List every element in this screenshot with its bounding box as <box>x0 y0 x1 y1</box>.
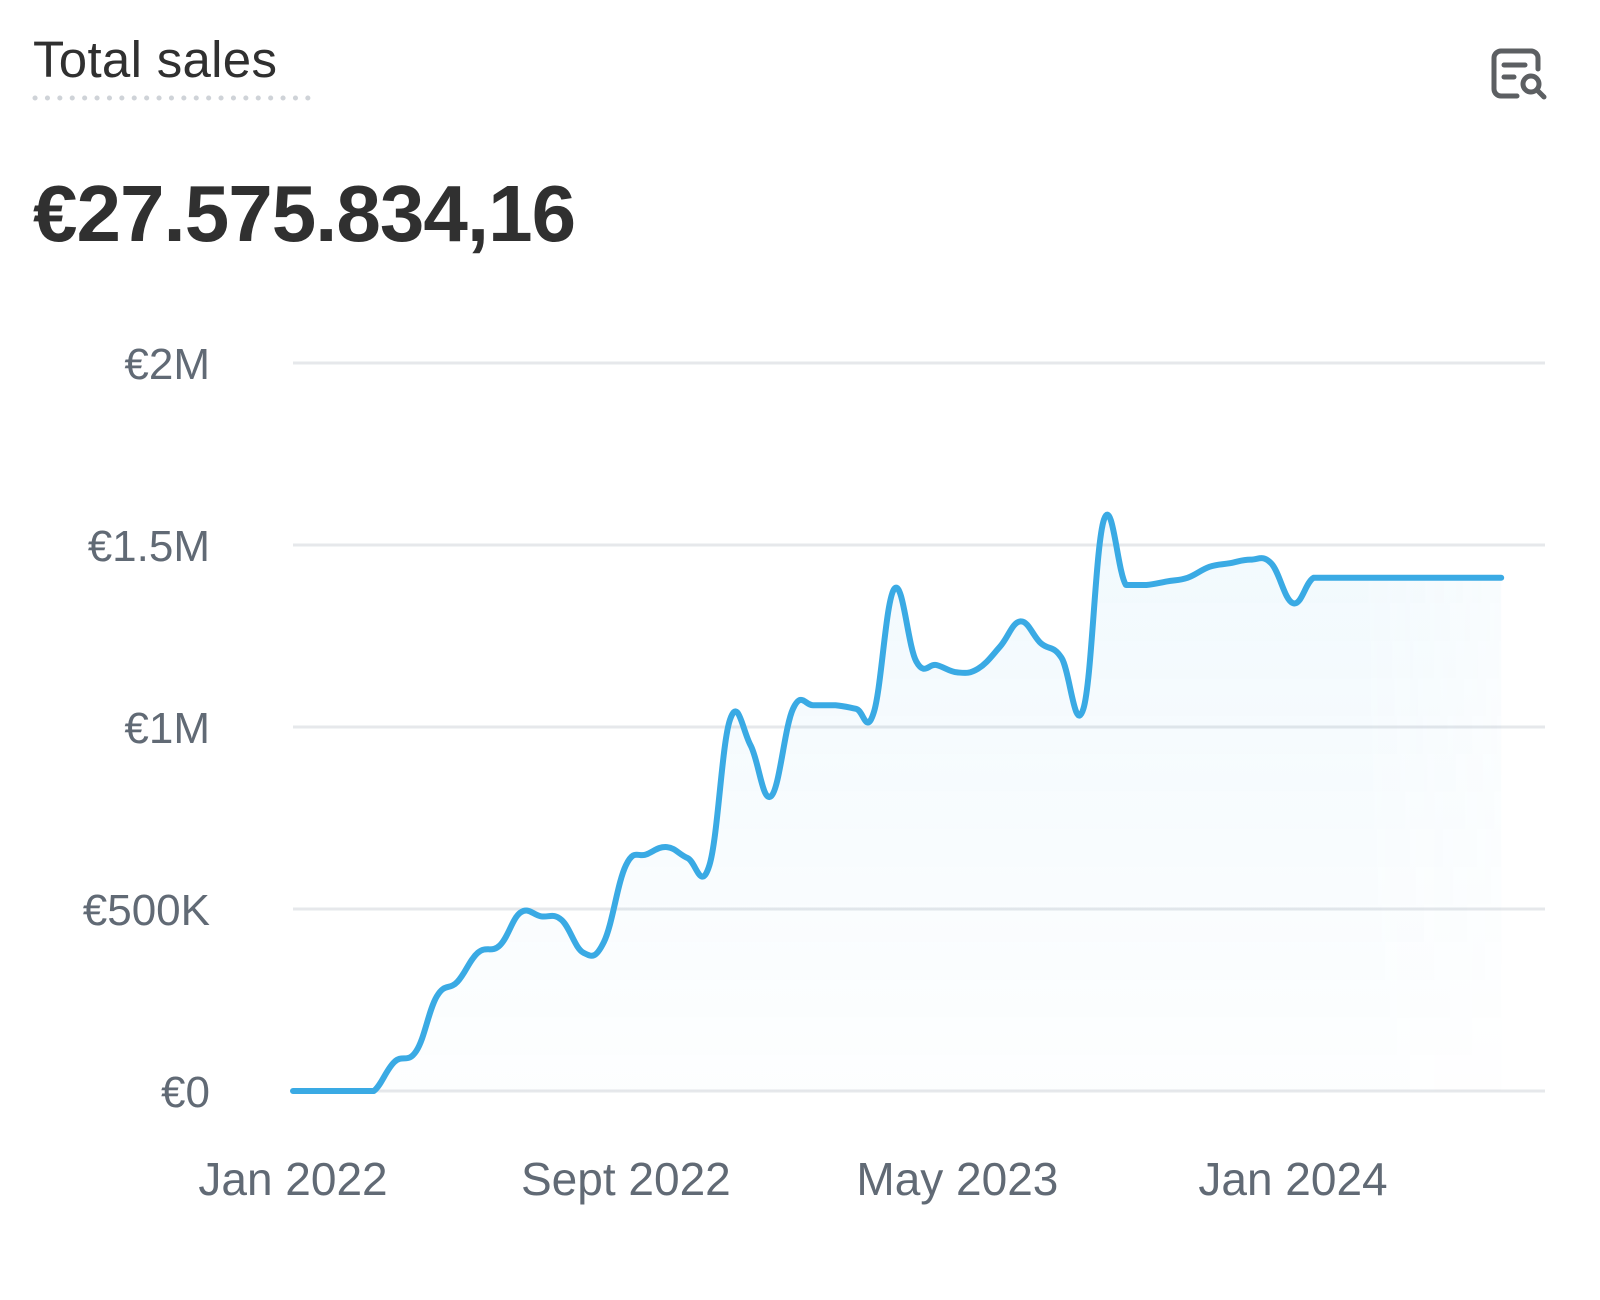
y-tick-label: €0 <box>161 1068 210 1117</box>
data-point[interactable] <box>931 659 943 671</box>
data-point[interactable] <box>1350 572 1362 584</box>
data-point[interactable] <box>910 655 922 667</box>
data-point[interactable] <box>703 859 715 871</box>
x-tick-label: May 2023 <box>856 1153 1058 1205</box>
data-point[interactable] <box>1077 703 1089 715</box>
data-point[interactable] <box>1203 561 1215 573</box>
data-point[interactable] <box>1473 572 1485 584</box>
data-point[interactable] <box>1224 557 1236 569</box>
data-point[interactable] <box>368 1085 380 1097</box>
total-sales-value: €27.575.834,16 <box>33 169 576 258</box>
data-point[interactable] <box>1412 572 1424 584</box>
data-point[interactable] <box>1432 572 1444 584</box>
data-point[interactable] <box>1308 572 1320 584</box>
data-point[interactable] <box>431 990 443 1002</box>
y-tick-label: €1.5M <box>88 522 210 571</box>
data-point[interactable] <box>1265 557 1277 569</box>
data-point[interactable] <box>1287 597 1299 609</box>
data-point[interactable] <box>1120 579 1132 591</box>
data-point[interactable] <box>1245 554 1257 566</box>
sales-area-fill <box>293 514 1502 1091</box>
data-point[interactable] <box>555 914 567 926</box>
data-point[interactable] <box>1161 575 1173 587</box>
y-tick-label: €500K <box>83 886 210 935</box>
report-search-icon[interactable] <box>1487 41 1551 105</box>
data-point[interactable] <box>308 1085 320 1097</box>
data-point[interactable] <box>724 714 736 726</box>
data-point[interactable] <box>451 976 463 988</box>
data-point[interactable] <box>682 852 694 864</box>
data-point[interactable] <box>951 666 963 678</box>
data-point[interactable] <box>1329 572 1341 584</box>
data-point[interactable] <box>745 739 757 751</box>
data-point[interactable] <box>829 699 841 711</box>
data-point[interactable] <box>1369 572 1381 584</box>
data-point[interactable] <box>1495 572 1507 584</box>
data-point[interactable] <box>1035 637 1047 649</box>
data-point[interactable] <box>388 1056 400 1068</box>
data-point[interactable] <box>577 947 589 959</box>
data-point[interactable] <box>765 790 777 802</box>
data-point[interactable] <box>661 841 673 853</box>
data-point[interactable] <box>1390 572 1402 584</box>
title-underline <box>32 95 313 101</box>
data-point[interactable] <box>850 703 862 715</box>
data-point[interactable] <box>472 947 484 959</box>
data-point[interactable] <box>329 1085 341 1097</box>
data-point[interactable] <box>620 859 632 871</box>
data-point[interactable] <box>535 910 547 922</box>
data-point[interactable] <box>787 703 799 715</box>
data-point[interactable] <box>1014 615 1026 627</box>
data-point[interactable] <box>514 907 526 919</box>
data-point[interactable] <box>287 1085 299 1097</box>
data-point[interactable] <box>994 641 1006 653</box>
data-point[interactable] <box>598 936 610 948</box>
data-point[interactable] <box>972 663 984 675</box>
x-tick-label: Sept 2022 <box>521 1153 731 1205</box>
data-point[interactable] <box>888 583 900 595</box>
data-point[interactable] <box>1055 652 1067 664</box>
data-point[interactable] <box>1140 579 1152 591</box>
y-tick-label: €1M <box>124 704 210 753</box>
data-point[interactable] <box>350 1085 362 1097</box>
x-tick-label: Jan 2024 <box>1198 1153 1387 1205</box>
x-tick-label: Jan 2022 <box>198 1153 387 1205</box>
data-point[interactable] <box>410 1045 422 1057</box>
y-tick-label: €2M <box>124 340 210 389</box>
data-point[interactable] <box>1453 572 1465 584</box>
data-point[interactable] <box>640 848 652 860</box>
card-title[interactable]: Total sales <box>33 31 278 88</box>
data-point[interactable] <box>494 939 506 951</box>
data-point[interactable] <box>868 706 880 718</box>
data-point[interactable] <box>1098 514 1110 526</box>
data-point[interactable] <box>1182 572 1194 584</box>
sales-series-line[interactable] <box>290 512 1505 1095</box>
data-point[interactable] <box>808 699 820 711</box>
